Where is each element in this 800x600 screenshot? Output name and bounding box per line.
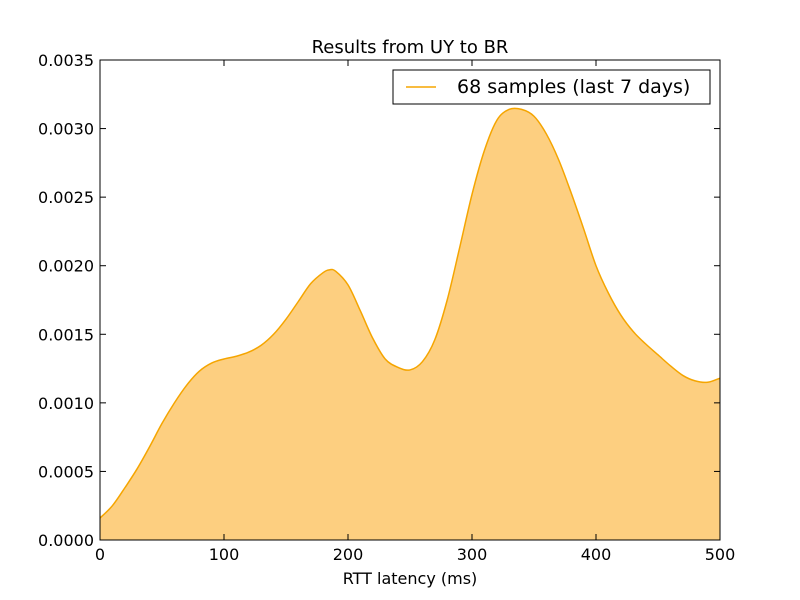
x-tick-label: 200 <box>333 545 364 564</box>
y-tick-label: 0.0035 <box>38 51 94 70</box>
chart-title: Results from UY to BR <box>312 37 509 58</box>
y-tick-label: 0.0025 <box>38 188 94 207</box>
y-tick-label: 0.0005 <box>38 462 94 481</box>
y-tick-label: 0.0015 <box>38 325 94 344</box>
legend-box <box>392 69 711 105</box>
y-tick-label: 0.0020 <box>38 257 94 276</box>
y-tick-label: 0.0010 <box>38 394 94 413</box>
x-tick-label: 100 <box>209 545 240 564</box>
x-tick-label: 500 <box>705 545 736 564</box>
series-0-line <box>99 107 721 519</box>
plot-frame <box>99 59 721 541</box>
y-tick-label: 0.0000 <box>38 531 94 550</box>
legend-label: 68 samples (last 7 days) <box>457 76 690 98</box>
x-axis-label: RTT latency (ms) <box>343 569 478 588</box>
x-axis: 0 100 200 300 400 500 <box>95 60 735 564</box>
y-tick-label: 0.0030 <box>38 120 94 139</box>
x-tick-label: 0 <box>95 545 105 564</box>
x-tick-label: 300 <box>457 545 488 564</box>
plot-area <box>99 107 721 540</box>
y-axis: 0.0000 0.0005 0.0010 0.0015 0.0020 0.0025 0.00… <box>38 51 720 550</box>
x-tick-label: 400 <box>581 545 612 564</box>
legend: 68 samples (last 7 days) <box>392 69 711 105</box>
series-0-area <box>100 108 720 540</box>
